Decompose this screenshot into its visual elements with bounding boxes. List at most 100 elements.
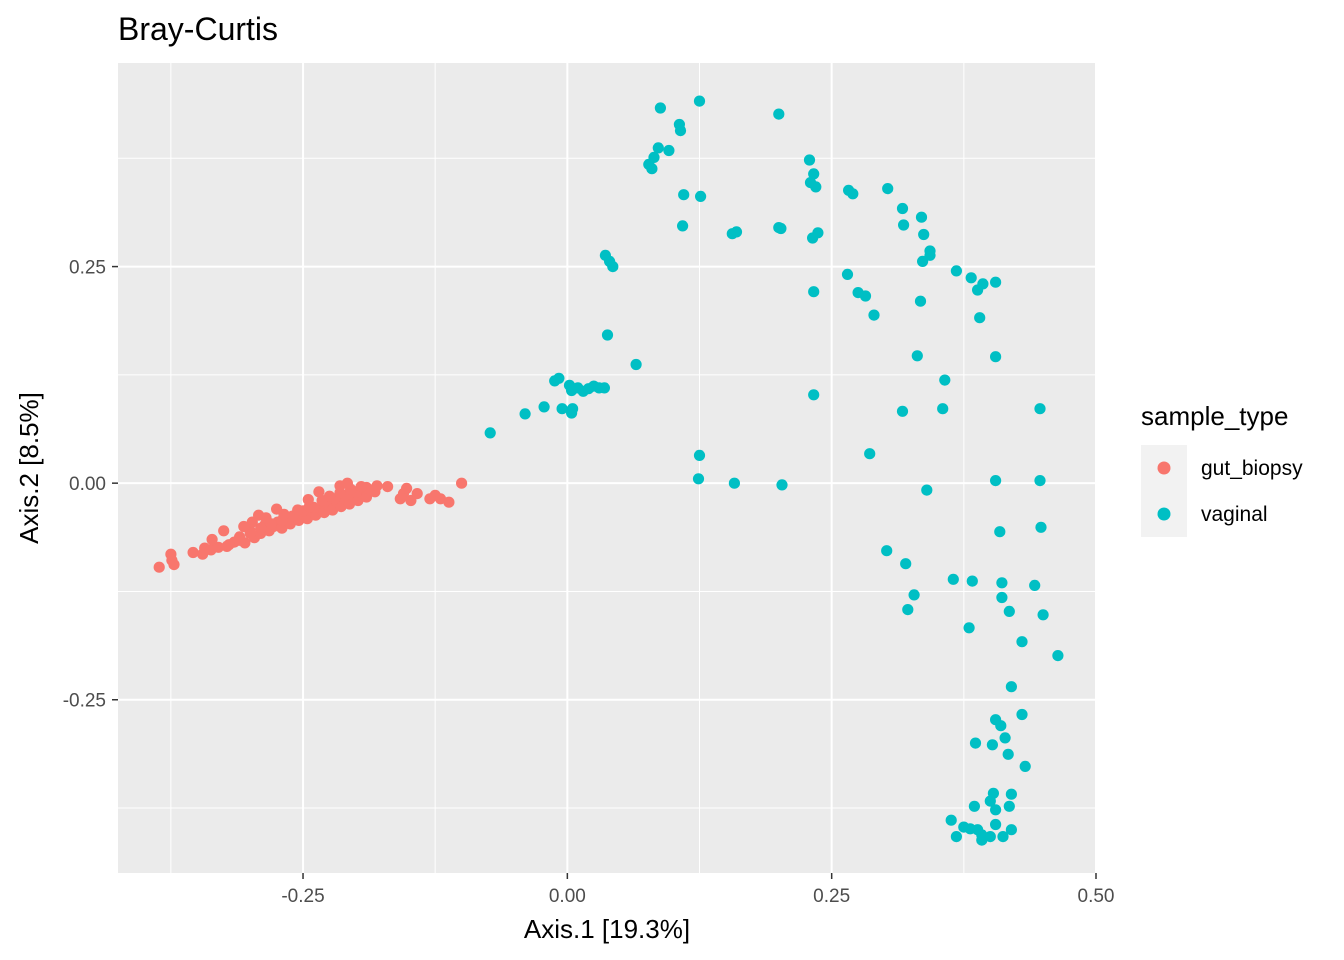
point-vaginal (808, 168, 820, 180)
point-gut-biopsy (153, 561, 165, 573)
point-vaginal (994, 526, 1006, 538)
point-vaginal (693, 95, 706, 107)
point-vaginal (1003, 800, 1015, 812)
point-gut-biopsy (234, 534, 246, 546)
point-vaginal (990, 351, 1002, 363)
point-vaginal (652, 142, 664, 154)
point-vaginal (990, 818, 1002, 831)
point-vaginal (654, 102, 667, 114)
point-vaginal (1029, 579, 1041, 592)
point-vaginal (646, 163, 658, 175)
point-vaginal (966, 575, 978, 587)
point-vaginal (1005, 824, 1018, 836)
point-vaginal (939, 374, 951, 386)
point-vaginal (519, 408, 531, 420)
point-gut-biopsy (341, 477, 353, 489)
point-vaginal (808, 286, 820, 298)
point-vaginal (726, 228, 738, 240)
point-gut-biopsy (355, 481, 367, 493)
point-vaginal (556, 403, 568, 415)
point-vaginal (693, 449, 706, 461)
x-axis-title: Axis.1 [19.3%] (524, 914, 690, 944)
point-gut-biopsy (371, 480, 383, 492)
plot-panel (118, 63, 1096, 873)
point-gut-biopsy (212, 541, 224, 553)
y-tick-label: 0.00 (69, 474, 106, 495)
major-gridlines (118, 63, 1097, 873)
point-gut-biopsy (411, 488, 423, 500)
point-vaginal (692, 473, 705, 485)
point-vaginal (859, 290, 872, 302)
point-vaginal (663, 144, 675, 157)
point-vaginal (728, 477, 741, 489)
point-vaginal (968, 800, 981, 812)
point-vaginal (484, 427, 496, 439)
point-vaginal (678, 189, 690, 201)
point-vaginal (1005, 681, 1018, 693)
point-vaginal (601, 329, 614, 341)
point-vaginal (1016, 708, 1028, 721)
x-tick-label: 0.25 (813, 886, 850, 907)
point-vaginal (937, 403, 949, 415)
point-vaginal (847, 188, 859, 200)
legend-marker-vaginal (1157, 507, 1171, 521)
point-vaginal (1034, 403, 1046, 415)
point-vaginal (990, 276, 1002, 288)
point-vaginal (898, 219, 910, 231)
point-vaginal (915, 211, 928, 223)
legend-label-gut-biopsy: gut_biopsy (1201, 457, 1303, 480)
point-vaginal (1035, 521, 1047, 533)
legend-title: sample_type (1141, 401, 1288, 431)
point-vaginal (1052, 650, 1064, 662)
y-axis-ticks: -0.25 0.00 0.25 (63, 258, 118, 712)
point-vaginal (553, 372, 565, 384)
point-vaginal (896, 202, 909, 215)
point-vaginal (1016, 636, 1028, 648)
point-gut-biopsy (218, 525, 230, 537)
point-vaginal (1002, 748, 1014, 760)
point-vaginal (808, 389, 820, 401)
point-gut-biopsy (401, 482, 413, 494)
point-vaginal (990, 475, 1002, 487)
point-vaginal (965, 272, 977, 284)
point-vaginal (1037, 609, 1049, 621)
point-vaginal (974, 312, 986, 324)
y-tick-label: 0.25 (69, 258, 106, 279)
point-gut-biopsy (323, 490, 336, 502)
point-vaginal (999, 732, 1011, 744)
point-vaginal (538, 401, 550, 413)
point-vaginal (607, 261, 619, 273)
point-vaginal (864, 448, 876, 460)
point-vaginal (914, 295, 927, 307)
point-vaginal (773, 108, 785, 120)
point-vaginal (950, 265, 963, 277)
legend-marker-gut-biopsy (1157, 461, 1171, 475)
point-vaginal (945, 814, 957, 826)
point-gut-biopsy (255, 522, 267, 534)
point-vaginal (1034, 475, 1046, 487)
point-vaginal (990, 804, 1002, 816)
point-gut-biopsy (382, 481, 394, 493)
point-vaginal (598, 382, 611, 394)
point-gut-biopsy (168, 559, 180, 571)
point-vaginal (567, 403, 579, 415)
point-vaginal (995, 720, 1007, 732)
point-gut-biopsy (253, 509, 265, 521)
x-tick-label: 0.50 (1078, 886, 1115, 907)
point-vaginal (984, 795, 996, 807)
point-vaginal (996, 577, 1008, 589)
point-gut-biopsy (276, 522, 288, 534)
point-gut-biopsy (223, 539, 235, 551)
point-vaginal (997, 831, 1009, 843)
point-vaginal (908, 589, 920, 601)
point-gut-biopsy (187, 546, 199, 559)
point-vaginal (775, 222, 787, 235)
point-vaginal (677, 220, 689, 232)
legend-label-vaginal: vaginal (1201, 503, 1268, 526)
point-vaginal (947, 573, 959, 585)
y-tick-label: -0.25 (63, 691, 106, 712)
legend: sample_type gut_biopsy vaginal (1141, 401, 1303, 537)
point-vaginal (917, 255, 929, 267)
point-gut-biopsy (456, 477, 468, 489)
point-gut-biopsy (443, 496, 455, 508)
